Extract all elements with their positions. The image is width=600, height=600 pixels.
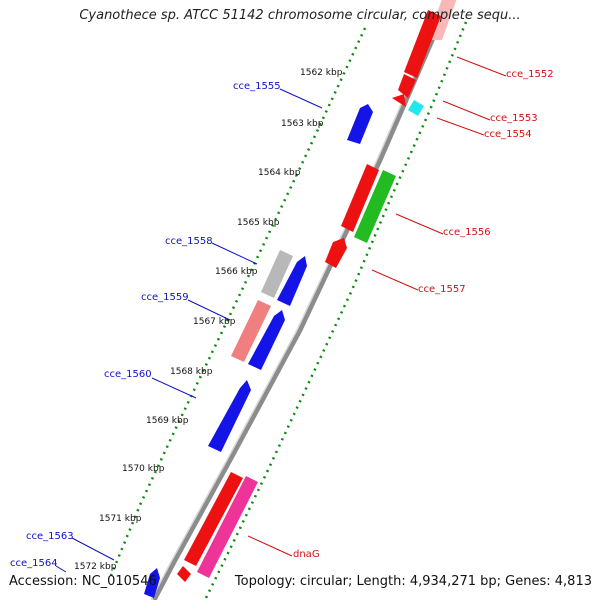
gene-label-cce-1560[interactable]: cce_1560: [104, 369, 152, 380]
gene-cce-1563[interactable]: [144, 568, 160, 598]
kbp-tick-label: 1566 kbp: [215, 267, 258, 277]
gene-label-cce-1558[interactable]: cce_1558: [165, 236, 213, 247]
accession-label: Accession: NC_010546: [9, 574, 157, 589]
gene-cce-1557[interactable]: [325, 238, 347, 268]
gene-cce-1556-red[interactable]: [341, 164, 379, 232]
outer-tick-track: [204, 21, 468, 599]
gene-label-dnaG[interactable]: dnaG: [293, 549, 320, 560]
gene-cce-1553[interactable]: [408, 100, 424, 116]
gene-cce-1560[interactable]: [208, 380, 251, 452]
map-title: Cyanothece sp. ATCC 51142 chromosome cir…: [79, 8, 521, 23]
gene-dnaG-red[interactable]: [184, 472, 243, 566]
gene-dnaG[interactable]: [197, 476, 258, 578]
kbp-tick-label: 1562 kbp: [300, 68, 343, 78]
kbp-tick-label: 1569 kbp: [146, 416, 189, 426]
gene-label-cce-1559[interactable]: cce_1559: [141, 292, 189, 303]
kbp-tick-label: 1567 kbp: [193, 317, 236, 327]
gene-label-cce-1552[interactable]: cce_1552: [506, 69, 554, 80]
gene-label-cce-1557[interactable]: cce_1557: [418, 284, 466, 295]
gene-cce-1555[interactable]: [347, 104, 373, 144]
kbp-tick-label: 1564 kbp: [258, 168, 301, 178]
gene-label-cce-1554[interactable]: cce_1554: [484, 129, 532, 140]
gene-cce-1552[interactable]: [404, 10, 441, 78]
kbp-tick-label: 1571 kbp: [99, 514, 142, 524]
kbp-tick-label: 1572 kbp: [74, 562, 117, 572]
kbp-tick-label: 1565 kbp: [237, 218, 280, 228]
gene-label-cce-1556[interactable]: cce_1556: [443, 227, 491, 238]
gene-label-cce-1564[interactable]: cce_1564: [10, 558, 58, 569]
gene-cce-1559-blue[interactable]: [248, 310, 285, 370]
gene-label-cce-1563[interactable]: cce_1563: [26, 531, 74, 542]
kbp-tick-label: 1563 kbp: [281, 119, 324, 129]
kbp-tick-label: 1568 kbp: [170, 367, 213, 377]
gene-label-cce-1555[interactable]: cce_1555: [233, 81, 281, 92]
gene-cce-1558[interactable]: [261, 250, 293, 298]
gene-cce-1559[interactable]: [231, 300, 271, 362]
gene-label-cce-1553[interactable]: cce_1553: [490, 113, 538, 124]
kbp-tick-label: 1570 kbp: [122, 464, 165, 474]
summary-label: Topology: circular; Length: 4,934,271 bp…: [234, 574, 592, 589]
gene-cce-1558-blue[interactable]: [277, 256, 307, 306]
gene-cce-1556[interactable]: [354, 170, 396, 243]
